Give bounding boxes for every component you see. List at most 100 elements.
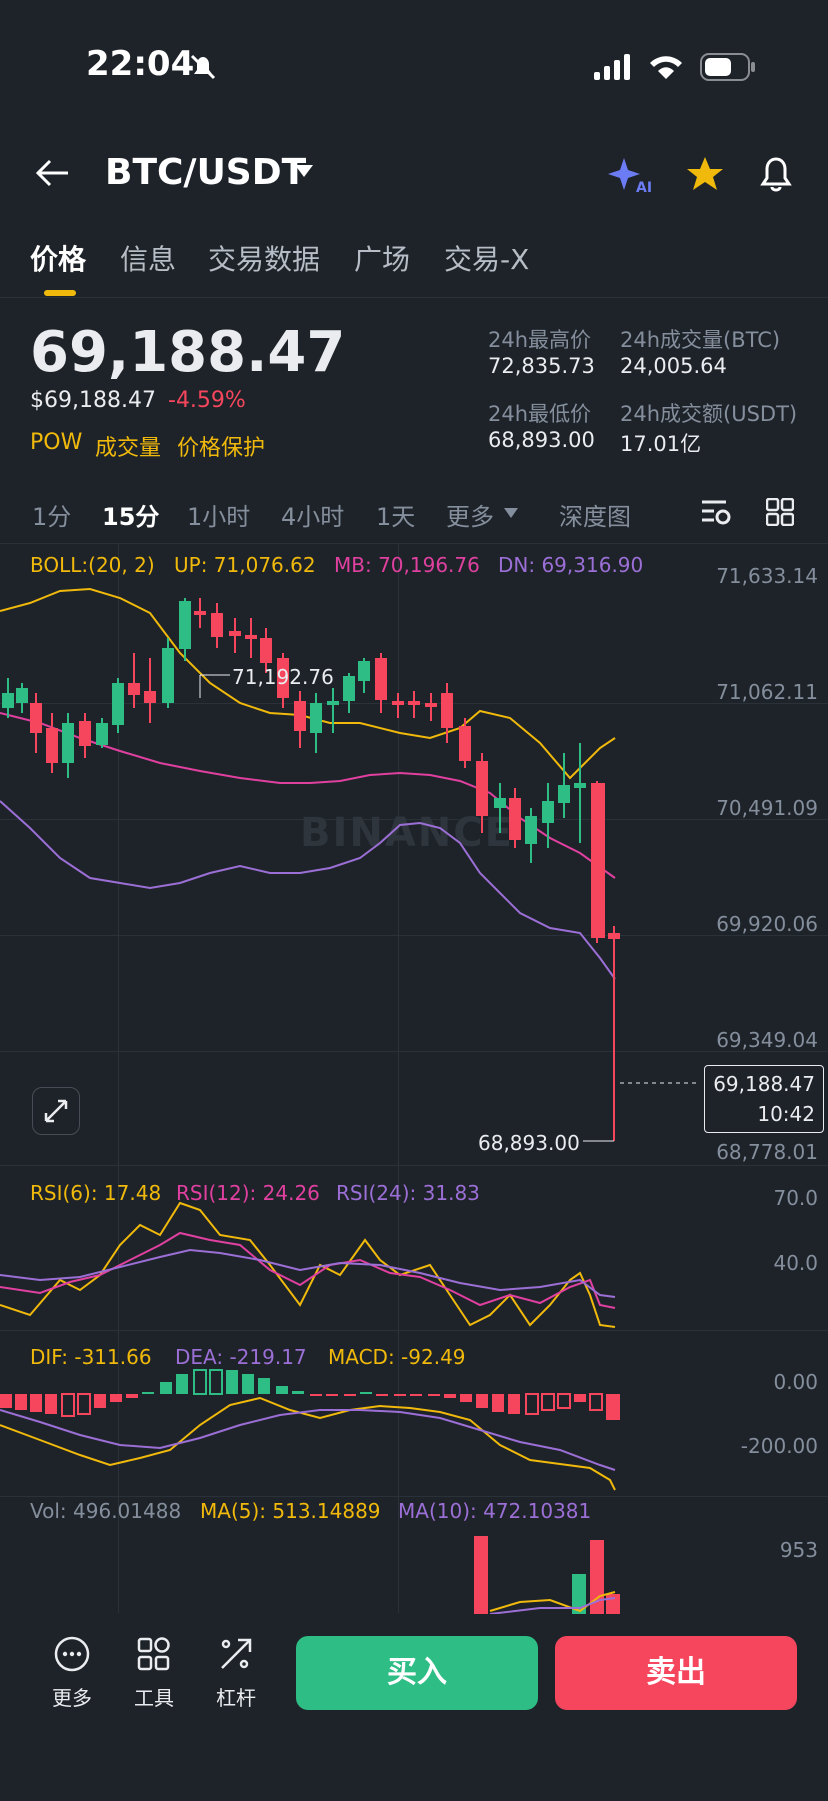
- interval-1d[interactable]: 1天: [376, 503, 416, 531]
- stat-high-value: 72,835.73: [488, 354, 595, 378]
- macd-dea-label: DEA: -219.17: [175, 1345, 307, 1369]
- grid-line: [0, 1330, 828, 1331]
- vol-ma5-label: MA(5): 513.14889: [200, 1499, 381, 1523]
- tools-grid-icon: [137, 1637, 170, 1671]
- active-tab-indicator: [44, 290, 76, 296]
- leverage-icon: [221, 1638, 252, 1669]
- rsi24-line: [0, 1248, 616, 1298]
- grid-line: [0, 1496, 828, 1497]
- grid-line: [0, 543, 828, 544]
- wifi-icon: [650, 56, 682, 79]
- binance-watermark: BINANCE: [300, 810, 514, 856]
- price-axis-label: 71,062.11: [716, 680, 818, 704]
- battery-icon: [700, 53, 755, 81]
- fullscreen-button[interactable]: [32, 1087, 80, 1135]
- grid-line: [0, 935, 828, 936]
- tab-trading-data[interactable]: 交易数据: [208, 243, 321, 276]
- tag-price-protect[interactable]: 价格保护: [177, 436, 266, 461]
- interval-4h[interactable]: 4小时: [281, 503, 345, 531]
- tools-button[interactable]: 工具: [114, 1636, 194, 1710]
- stat-low-value: 68,893.00: [488, 428, 595, 452]
- tab-info[interactable]: 信息: [120, 243, 177, 276]
- price-axis-label: 69,349.04: [716, 1028, 818, 1052]
- vol-axis-label: 953: [779, 1538, 818, 1562]
- volume-chart: [474, 1536, 620, 1614]
- current-price-box: 69,188.47 10:42: [704, 1065, 824, 1133]
- candle-countdown: 10:42: [757, 1102, 815, 1126]
- boll-label: BOLL:(20, 2): [30, 553, 155, 577]
- more-dropdown-icon[interactable]: [503, 507, 519, 519]
- rsi-axis-label: 70.0: [773, 1186, 818, 1210]
- tabs-divider: [0, 297, 828, 298]
- grid-line: [0, 1165, 828, 1166]
- rsi12-line: [0, 1231, 616, 1309]
- price-axis-label: 71,633.14: [716, 564, 818, 588]
- boll-up: UP: 71,076.62: [174, 553, 316, 577]
- price-alert-bell-icon[interactable]: [758, 154, 794, 194]
- interval-15m[interactable]: 15分: [102, 503, 160, 531]
- grid-vline: [118, 543, 119, 1613]
- boll-mb-line: [0, 712, 616, 879]
- macd-value-label: MACD: -92.49: [328, 1345, 466, 1369]
- svg-text:AI: AI: [636, 180, 652, 194]
- back-arrow-icon[interactable]: [34, 158, 70, 188]
- sell-button[interactable]: 卖出: [555, 1636, 797, 1710]
- tag-pow[interactable]: POW: [30, 430, 83, 455]
- silent-bell-icon: [190, 54, 216, 80]
- more-dots-icon: [54, 1636, 90, 1672]
- ai-sparkle-icon[interactable]: AI: [608, 154, 654, 194]
- dif-line: [0, 1396, 616, 1491]
- interval-1h[interactable]: 1小时: [187, 503, 251, 531]
- more-label: 更多: [52, 1686, 92, 1710]
- price-change: -4.59%: [168, 388, 246, 413]
- tab-price[interactable]: 价格: [30, 243, 87, 276]
- tab-square[interactable]: 广场: [354, 243, 411, 276]
- interval-1m[interactable]: 1分: [32, 503, 72, 531]
- rsi24-label: RSI(24): 31.83: [336, 1181, 480, 1205]
- rsi-axis-label: 40.0: [773, 1251, 818, 1275]
- grid-line: [0, 1051, 828, 1052]
- dea-line: [0, 1409, 616, 1471]
- favorite-star-icon[interactable]: [686, 156, 724, 192]
- indicator-settings-icon[interactable]: [700, 496, 732, 528]
- tag-volume[interactable]: 成交量: [95, 436, 162, 461]
- vol-ma10-label: MA(10): 472.10381: [398, 1499, 592, 1523]
- macd-dif-label: DIF: -311.66: [30, 1345, 152, 1369]
- stat-high-label: 24h最高价: [488, 328, 592, 352]
- macd-chart: [0, 1369, 620, 1491]
- grid-vline: [398, 543, 399, 1613]
- interval-more[interactable]: 更多: [446, 503, 494, 531]
- last-price: 69,188.47: [30, 320, 346, 385]
- current-price-label: 69,188.47: [713, 1072, 815, 1096]
- tools-label: 工具: [134, 1686, 174, 1710]
- depth-chart-tab[interactable]: 深度图: [559, 503, 631, 531]
- grid-line: [0, 819, 828, 820]
- tab-trade-x[interactable]: 交易-X: [444, 243, 530, 276]
- more-button[interactable]: 更多: [32, 1636, 112, 1710]
- chart-low-label: 68,893.00: [478, 1131, 580, 1155]
- leverage-label: 杠杆: [216, 1686, 256, 1710]
- expand-icon: [44, 1099, 68, 1123]
- pair-dropdown-icon[interactable]: [294, 164, 314, 178]
- candlestick-chart[interactable]: [0, 543, 700, 1143]
- status-time: 22:04: [86, 44, 195, 84]
- pair-title[interactable]: BTC/USDT: [105, 152, 307, 193]
- status-bar: 22:04: [0, 0, 828, 130]
- candles: [2, 598, 620, 1141]
- usd-price: $69,188.47: [30, 388, 156, 413]
- buy-button[interactable]: 买入: [296, 1636, 538, 1710]
- vol-label: Vol: 496.01488: [30, 1499, 182, 1523]
- rsi6-label: RSI(6): 17.48: [30, 1181, 162, 1205]
- rsi-chart: [0, 1201, 616, 1328]
- chart-high-label: 71,192.76: [232, 665, 334, 689]
- boll-dn-line: [0, 800, 616, 980]
- layout-grid-icon[interactable]: [766, 498, 794, 526]
- stat-vol-usdt-value: 17.01亿: [620, 432, 702, 456]
- boll-mb: MB: 70,196.76: [334, 553, 480, 577]
- stat-vol-usdt-label: 24h成交额(USDT): [620, 402, 798, 426]
- leverage-button[interactable]: 杠杆: [196, 1636, 276, 1710]
- macd-axis-label: -200.00: [740, 1434, 818, 1458]
- signal-icon: [594, 54, 630, 80]
- price-axis-label: 69,920.06: [716, 912, 818, 936]
- stat-vol-btc-label: 24h成交量(BTC): [620, 328, 781, 352]
